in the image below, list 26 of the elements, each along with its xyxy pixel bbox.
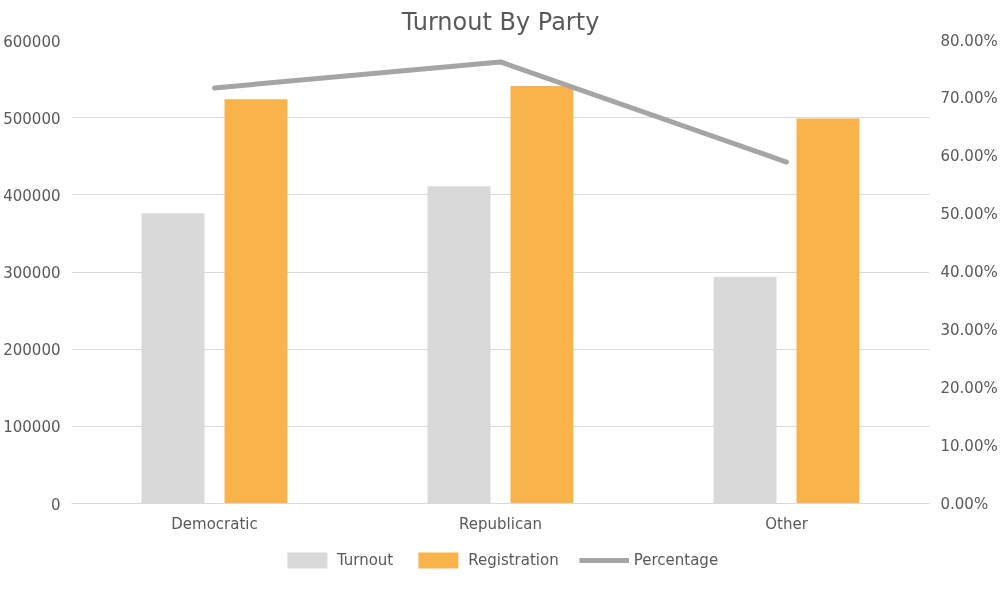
y2-tick-label: 40.00% [940,263,998,281]
y-tick-label: 400000 [3,186,61,205]
legend-label: Turnout [336,551,394,569]
y-tick-label: 500000 [3,109,61,128]
y2-tick-label: 60.00% [940,147,998,166]
y-tick-label: 600000 [3,32,61,51]
y2-tick-label: 30.00% [940,320,998,339]
y-tick-label: 100000 [3,418,61,437]
x-tick-label: Democratic [171,514,258,533]
y2-tick-label: 50.00% [940,205,998,224]
y-tick-label: 0 [50,495,61,514]
bar [510,86,574,504]
legend-label: Percentage [633,551,719,569]
y-tick-label: 200000 [3,341,61,360]
bar [224,99,288,504]
y2-tick-label: 20.00% [940,378,998,397]
x-tick-label: Republican [459,514,542,533]
y-tick-label: 300000 [3,264,61,282]
chart-title: Turnout By Party [400,7,600,36]
y2-tick-label: 10.00% [940,436,998,455]
y2-tick-label: 0.00% [940,494,989,513]
bar [796,118,860,504]
x-tick-label: Other [765,514,809,533]
y2-tick-label: 70.00% [940,89,998,108]
y2-tick-label: 80.00% [940,31,998,50]
legend-label: Registration [468,551,559,569]
